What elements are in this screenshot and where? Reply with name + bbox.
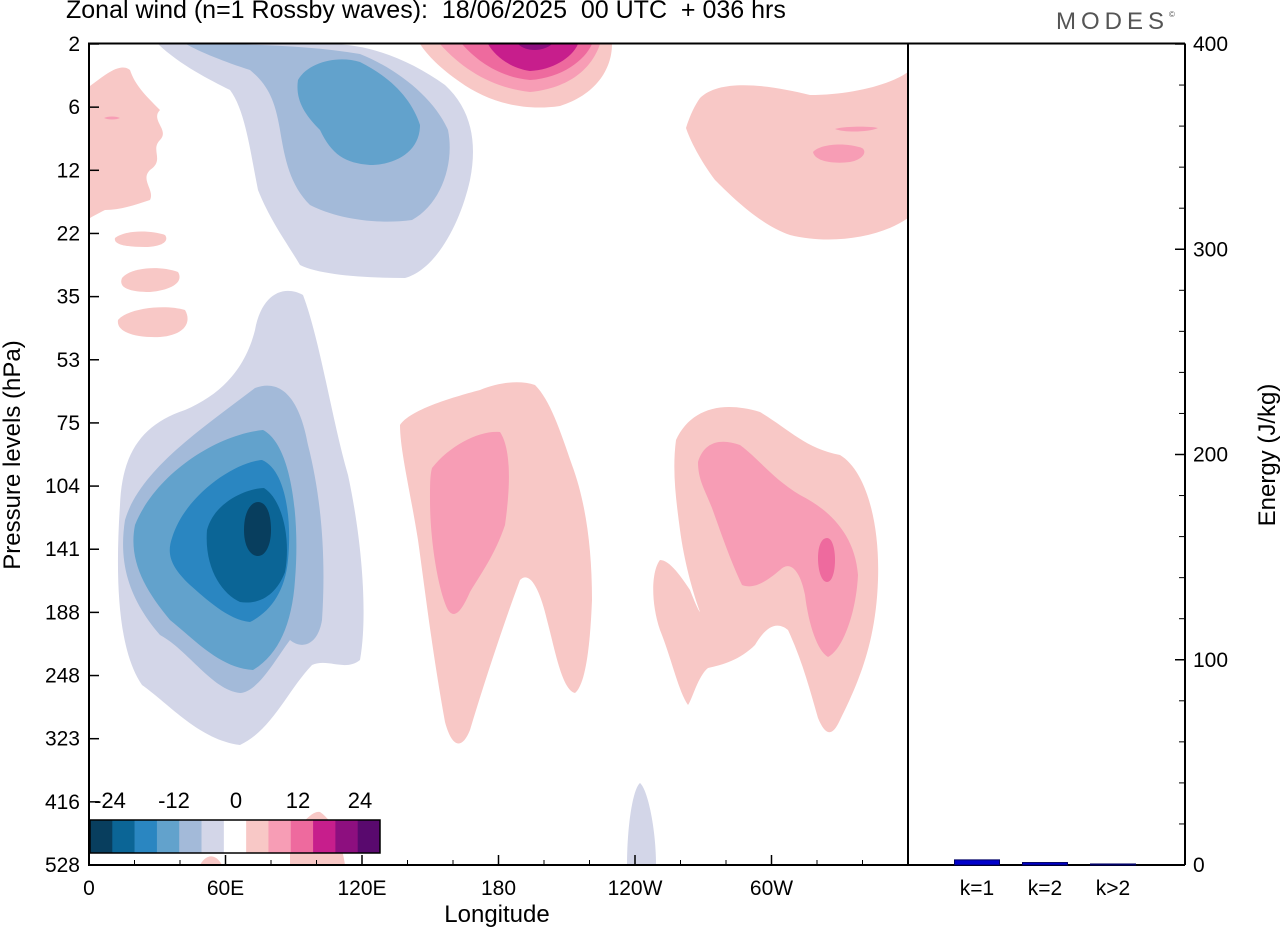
y-tick-label: 75	[57, 412, 80, 435]
colorbar-swatch	[201, 820, 225, 853]
colorbar-swatch	[90, 820, 113, 853]
logo-text: MODES	[1056, 8, 1170, 35]
y-tick-label: 2	[68, 33, 80, 56]
colorbar-swatch	[223, 820, 247, 853]
colorbar-swatch	[112, 820, 135, 853]
contour-pos-top-12	[488, 44, 578, 71]
contour-neg-upper-8	[297, 59, 420, 165]
energy-tick-label: 300	[1193, 238, 1228, 261]
contour-pos-upper-right-4a	[813, 144, 865, 163]
contour-pos-top-16	[518, 44, 552, 50]
y-tick-label: 12	[57, 159, 80, 182]
contour-pos-centre-8	[430, 431, 509, 614]
y-tick-label: 104	[45, 475, 80, 498]
colorbar-label: 12	[286, 788, 310, 813]
energy-axis-title: Energy (J/kg)	[1254, 384, 1280, 527]
contour-pos-right-12	[818, 538, 835, 582]
colorbar-swatch	[313, 820, 336, 853]
x-tick-label: 120E	[337, 877, 386, 900]
y-tick-label: 141	[45, 538, 80, 561]
y-tick-label: 528	[45, 854, 80, 877]
y-axis-title: Pressure levels (hPa)	[0, 340, 26, 569]
colorbar-swatch	[268, 820, 292, 853]
colorbar-label: -12	[158, 788, 190, 813]
energy-category-label: k>2	[1096, 877, 1130, 900]
energy-axis: 0 100 200 300 400	[1175, 33, 1228, 877]
contour-neg-20	[244, 502, 271, 556]
contour-pos-upper-right-outer	[686, 72, 908, 240]
y-tick-label: 323	[45, 728, 80, 751]
y-tick-label: 416	[45, 791, 80, 814]
colorbar-swatch	[134, 820, 158, 853]
x-tick-label: 60W	[750, 877, 793, 900]
colorbar-frame	[89, 819, 381, 854]
colorbar-swatch	[335, 820, 358, 853]
energy-tick-label: 0	[1193, 854, 1205, 877]
x-tick-label: 120W	[608, 877, 663, 900]
y-tick-label: 53	[57, 349, 80, 372]
colorbar-label: -24	[94, 788, 126, 813]
energy-category-label: k=2	[1028, 877, 1062, 900]
x-tick-label: 60E	[207, 877, 244, 900]
energy-bar	[954, 859, 1000, 866]
y-tick-label: 22	[57, 222, 80, 245]
chart-title: Zonal wind (n=1 Rossby waves): 18/06/202…	[66, 0, 786, 24]
x-axis: 0 60E 120E 180 120W 60W	[83, 855, 863, 900]
colorbar-label: 24	[348, 788, 372, 813]
y-tick-label: 188	[45, 601, 80, 624]
x-axis-title: Longitude	[444, 901, 549, 928]
x-tick-label: 180	[481, 877, 516, 900]
energy-tick-label: 100	[1193, 649, 1228, 672]
energy-bar	[1090, 863, 1136, 866]
y-tick-label: 35	[57, 286, 80, 309]
colorbar-swatch	[156, 820, 180, 853]
colorbar-swatch	[357, 820, 381, 853]
energy-tick-label: 200	[1193, 444, 1228, 467]
energy-bar	[1022, 862, 1068, 866]
energy-tick-label: 400	[1193, 33, 1228, 56]
contour-pos-upper-right-4b	[835, 126, 878, 132]
contour-pos-bottom-a	[200, 856, 222, 865]
colorbar-swatch	[290, 820, 314, 853]
energy-bars: k=1 k=2 k>2	[954, 859, 1136, 900]
contour-pos-left-blob2	[121, 268, 180, 292]
x-tick-label: 0	[83, 877, 95, 900]
colorbar-legend: -24 -12 0 12 24	[89, 788, 381, 854]
y-tick-label: 6	[68, 96, 80, 119]
modes-logo: MODES©	[1056, 8, 1175, 36]
contour-neg-bottom	[627, 783, 656, 865]
colorbar-swatch	[179, 820, 202, 853]
contour-pos-left-dot	[104, 116, 120, 120]
energy-category-label: k=1	[960, 877, 994, 900]
contour-pos-left-blob3	[117, 307, 188, 338]
contour-pos-left-blob1	[114, 231, 167, 247]
contour-pos-right-8	[698, 441, 858, 657]
y-axis: 2 6 12 22 35 53 75 104 141 188 248 323 416 528	[45, 33, 99, 877]
colorbar-swatch	[246, 820, 269, 853]
colorbar-label: 0	[230, 788, 242, 813]
contour-pos-left-strip	[90, 67, 163, 218]
y-tick-label: 248	[45, 665, 80, 688]
contour-field	[90, 44, 908, 865]
logo-mark: ©	[1169, 10, 1175, 19]
